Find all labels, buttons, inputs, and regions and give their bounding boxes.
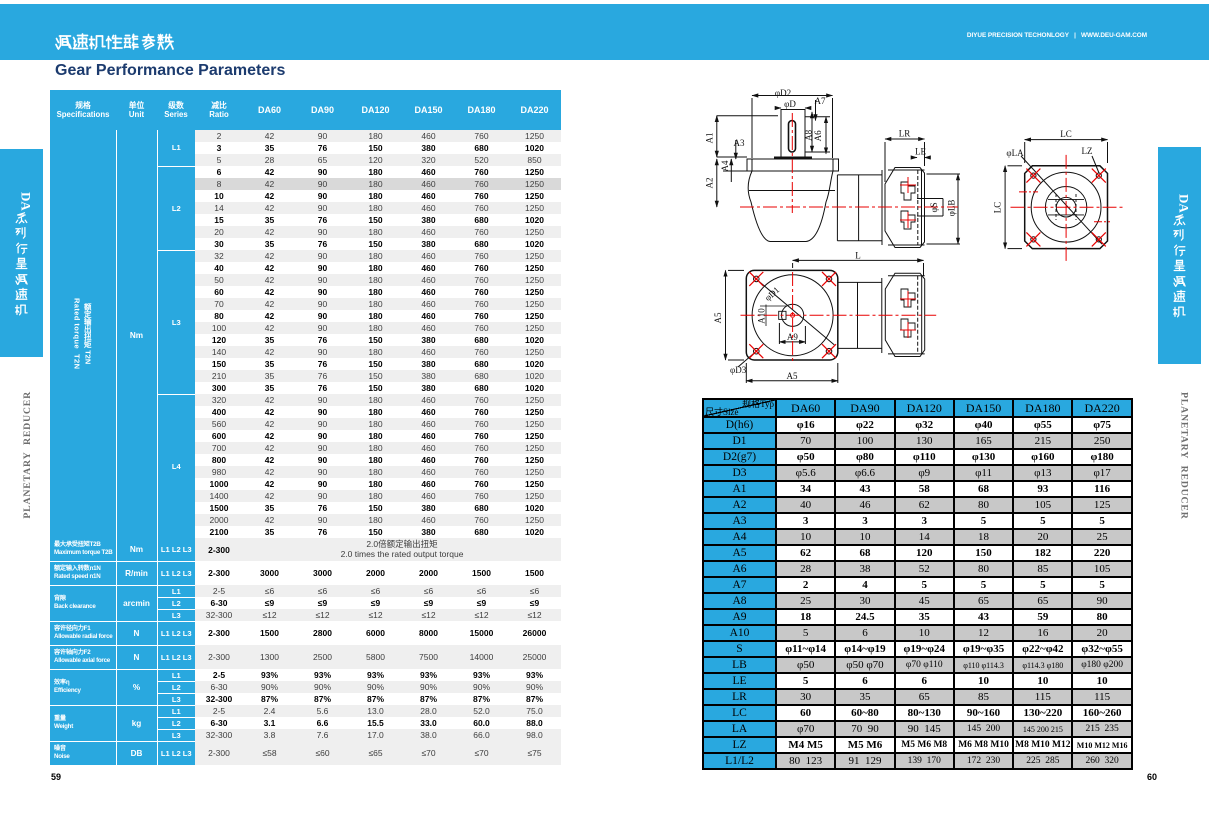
svg-text:A3: A3 xyxy=(734,138,745,148)
svg-text:DA: DA xyxy=(19,192,34,211)
svg-text:φLA: φLA xyxy=(1006,148,1024,158)
svg-text:LC: LC xyxy=(1060,129,1072,139)
svg-text:A1: A1 xyxy=(704,133,714,144)
svg-text:φLB: φLB xyxy=(947,200,957,217)
svg-text:L: L xyxy=(855,250,861,260)
svg-text:LZ: LZ xyxy=(1082,146,1093,156)
svg-text:φD2: φD2 xyxy=(775,88,791,98)
svg-text:LE: LE xyxy=(915,147,926,157)
svg-text:A4: A4 xyxy=(720,160,730,171)
svg-text:A7: A7 xyxy=(815,96,826,106)
svg-text:A2: A2 xyxy=(704,178,714,189)
svg-text:φD3: φD3 xyxy=(730,365,747,375)
svg-text:A5: A5 xyxy=(713,312,723,323)
svg-text:LR: LR xyxy=(899,129,911,139)
svg-text:φD: φD xyxy=(784,99,796,109)
svg-text:A5: A5 xyxy=(787,371,798,381)
svg-text:A8: A8 xyxy=(804,129,814,140)
svg-text:LC: LC xyxy=(993,202,1003,214)
svg-text:A6: A6 xyxy=(813,130,823,141)
svg-text:A9: A9 xyxy=(787,332,798,342)
svg-text:DA: DA xyxy=(1177,194,1192,213)
svg-text:A10: A10 xyxy=(757,308,767,324)
svg-text:φS: φS xyxy=(929,202,939,212)
